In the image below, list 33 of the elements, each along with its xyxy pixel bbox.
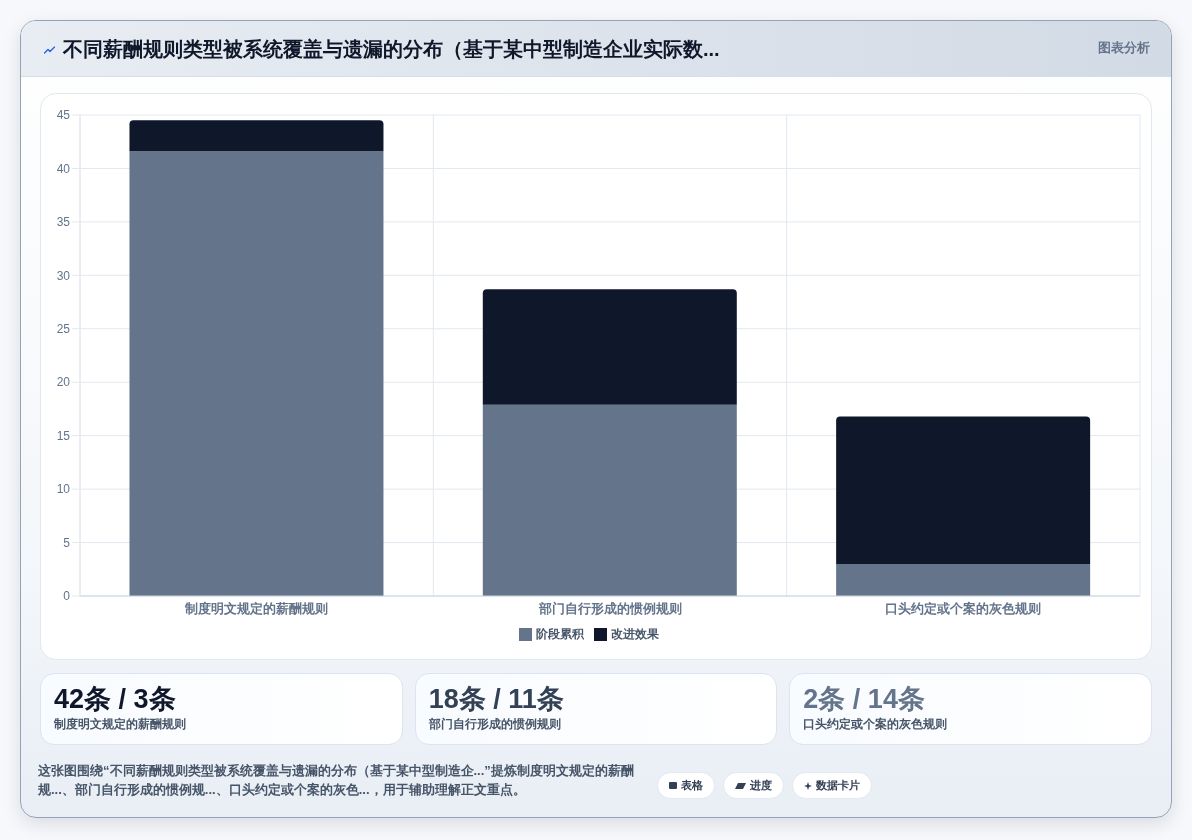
text: 图表分析: [1098, 41, 1150, 55]
bar: [482, 289, 737, 405]
x-tick-label: 制度明文规定的薪酬规则: [184, 601, 329, 617]
text: 口头约定或个案的灰色规则: [803, 717, 948, 731]
y-tick-label: 40: [56, 161, 71, 176]
text: 数据卡片: [816, 778, 860, 793]
text: 表格: [681, 778, 703, 793]
y-tick-label: 5: [63, 535, 71, 550]
y-tick-label: 25: [56, 322, 71, 337]
bar: [836, 563, 1091, 596]
chart-title: 不同薪酬规则类型被系统覆盖与遗漏的分布（基于某中型制造企业实际数...: [63, 38, 720, 60]
text: 18条 / 11条: [428, 684, 564, 714]
bar: [129, 151, 384, 596]
legend-label: 改进效果: [611, 627, 659, 641]
bar: [129, 120, 384, 152]
y-tick-label: 15: [56, 428, 71, 443]
text: 部门自行形成的惯例规则: [428, 717, 561, 731]
y-tick-label: 0: [63, 589, 71, 604]
bar: [836, 416, 1091, 564]
x-tick-label: 部门自行形成的惯例规则: [537, 601, 682, 617]
text: 这张图围绕“不同薪酬规则类型被系统覆盖与遗漏的分布（基于某中型制造企...”提炼制度明文规定的薪酬规...、部门自行形成的惯例规...、口头约定或个案的灰色...，用于辅助理解正文重点。: [38, 763, 634, 797]
text: 进度: [750, 778, 772, 793]
text: 2条 / 14条: [803, 684, 925, 714]
bar: [482, 404, 737, 596]
legend-label: 阶段累积: [536, 627, 584, 641]
y-tick-label: 45: [56, 108, 71, 123]
y-tick-label: 30: [56, 268, 71, 283]
y-tick-label: 20: [56, 375, 71, 390]
text: 制度明文规定的薪酬规则: [54, 717, 186, 731]
x-tick-label: 口头约定或个案的灰色规则: [885, 601, 1042, 617]
text: 42条 / 3条: [54, 684, 176, 714]
y-tick-label: 35: [56, 215, 71, 230]
y-tick-label: 10: [56, 482, 71, 497]
